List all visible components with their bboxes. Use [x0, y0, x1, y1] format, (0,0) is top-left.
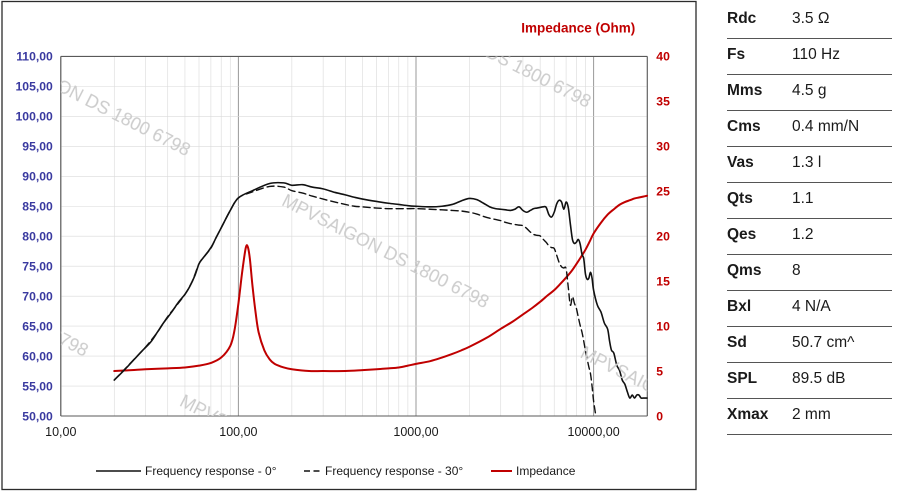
svg-text:65,00: 65,00: [22, 319, 53, 333]
svg-text:110,00: 110,00: [16, 50, 53, 64]
svg-text:100,00: 100,00: [16, 110, 53, 124]
svg-text:1000,00: 1000,00: [393, 425, 438, 439]
svg-text:Impedance (Ohm): Impedance (Ohm): [521, 20, 635, 35]
svg-text:35: 35: [656, 95, 670, 109]
svg-text:30: 30: [656, 140, 670, 154]
svg-text:Frequency response - 0°: Frequency response - 0°: [145, 464, 277, 478]
svg-text:70,00: 70,00: [22, 289, 53, 303]
svg-text:55,00: 55,00: [22, 379, 53, 393]
svg-text:0: 0: [656, 409, 663, 423]
svg-text:Frequency response - 30°: Frequency response - 30°: [325, 464, 463, 478]
svg-text:95,00: 95,00: [22, 140, 53, 154]
svg-text:25: 25: [656, 185, 670, 199]
svg-text:40: 40: [656, 50, 670, 64]
svg-text:60,00: 60,00: [22, 349, 53, 363]
svg-text:Impedance: Impedance: [516, 464, 576, 478]
svg-text:10: 10: [656, 319, 670, 333]
svg-text:90,00: 90,00: [22, 170, 53, 184]
svg-text:10,00: 10,00: [45, 425, 76, 439]
svg-text:105,00: 105,00: [16, 80, 53, 94]
svg-text:15: 15: [656, 274, 670, 288]
svg-text:50,00: 50,00: [22, 409, 53, 423]
svg-text:75,00: 75,00: [22, 259, 53, 273]
svg-text:20: 20: [656, 230, 670, 244]
svg-text:100,00: 100,00: [219, 425, 257, 439]
svg-text:80,00: 80,00: [22, 230, 53, 244]
svg-text:85,00: 85,00: [22, 200, 53, 214]
svg-text:10000,00: 10000,00: [568, 425, 620, 439]
svg-text:5: 5: [656, 364, 663, 378]
